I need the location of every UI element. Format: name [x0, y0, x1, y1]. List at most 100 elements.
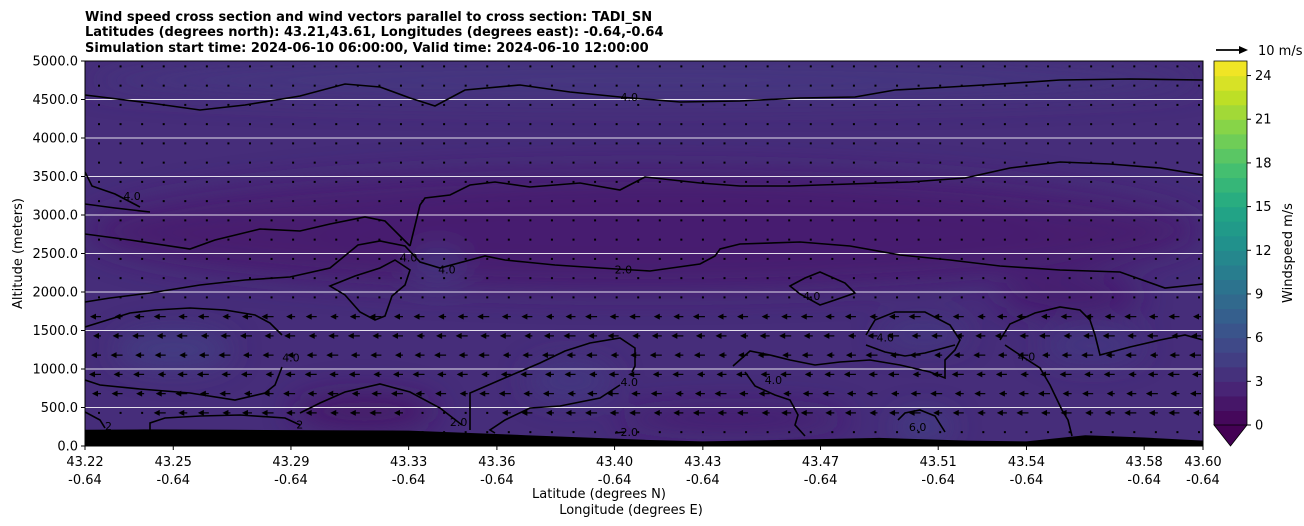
- wind-vector-arrowhead: [565, 409, 572, 416]
- wind-vector-dot: [572, 431, 575, 434]
- wind-vector-dot: [335, 142, 338, 145]
- wind-vector-dot: [939, 219, 942, 222]
- wind-vector-dot: [399, 200, 402, 203]
- wind-vector-arrowhead: [498, 390, 505, 397]
- wind-vector-arrowhead: [437, 371, 444, 378]
- wind-vector-arrowhead: [413, 313, 420, 320]
- contour-label: 4.0: [877, 331, 895, 344]
- wind-vector-dot: [313, 142, 316, 145]
- wind-vector-dot: [680, 219, 683, 222]
- wind-vector-arrowhead: [390, 390, 397, 397]
- wind-vector-dot: [1154, 277, 1157, 280]
- wind-vector-arrowhead: [200, 332, 207, 339]
- wind-vector-dot: [745, 219, 748, 222]
- wind-vector-dot: [486, 161, 489, 164]
- wind-vector-arrowhead: [154, 352, 161, 359]
- wind-vector-dot: [809, 161, 812, 164]
- wind-vector-dot: [399, 65, 402, 68]
- wind-vector-dot: [1025, 103, 1028, 106]
- wind-vector-dot: [615, 123, 618, 126]
- wind-vector-dot: [939, 431, 942, 434]
- contour-lines: [85, 78, 1203, 437]
- wind-vector-arrowhead: [481, 371, 488, 378]
- wind-vector-dot: [98, 200, 100, 203]
- wind-vector-dot: [292, 296, 295, 299]
- wind-vector-arrowhead: [1146, 332, 1153, 339]
- wind-vector-dot: [141, 123, 144, 126]
- wind-vector-arrowhead: [457, 313, 464, 320]
- wind-vector-arrowhead: [564, 371, 571, 378]
- wind-vector-dot: [464, 411, 467, 414]
- wind-vector-dot: [1090, 257, 1093, 260]
- contour-line: [488, 384, 621, 434]
- wind-vector-dot: [723, 180, 726, 183]
- y-tick-label: 2000.0: [33, 286, 79, 301]
- wind-vector-dot: [809, 65, 812, 68]
- wind-vector-dot: [184, 257, 187, 260]
- wind-vector-dot: [1133, 180, 1136, 183]
- wind-vector-arrowhead: [241, 409, 248, 416]
- wind-vector-dot: [960, 257, 963, 260]
- wind-vector-arrowhead: [197, 409, 204, 416]
- wind-vector-dot: [443, 200, 446, 203]
- wind-vector-dot: [874, 219, 877, 222]
- wind-vector-arrowhead: [803, 332, 810, 339]
- wind-vector-dot: [248, 296, 251, 299]
- wind-vector-arrowhead: [1085, 409, 1092, 416]
- wind-vector-dot: [852, 142, 855, 145]
- wind-vector-dot: [98, 277, 100, 280]
- wind-vector-dot: [701, 257, 704, 260]
- wind-vector-arrowhead: [284, 332, 291, 339]
- wind-vector-dot: [550, 219, 553, 222]
- wind-vector-dot: [982, 161, 985, 164]
- wind-vector-arrowhead: [758, 390, 765, 397]
- wind-vector-arrowhead: [801, 352, 808, 359]
- wind-vector-arrowhead: [541, 352, 548, 359]
- wind-vector-dot: [831, 200, 834, 203]
- contour-line: [865, 344, 956, 357]
- wind-vector-arrowhead: [477, 313, 484, 320]
- wind-vector-arrowhead: [500, 371, 507, 378]
- colorbar-tick-label: 21: [1255, 113, 1272, 128]
- wind-vector-arrowhead: [1105, 352, 1112, 359]
- contour-label: 2: [296, 418, 303, 431]
- wind-vector-dot: [852, 431, 855, 434]
- colorbar-band: [1214, 221, 1247, 237]
- wind-vector-dot: [486, 238, 489, 241]
- wind-vector-arrowhead: [973, 352, 980, 359]
- wind-vector-dot: [939, 257, 942, 260]
- wind-vector-dot: [723, 142, 726, 145]
- colorbar-band: [1214, 337, 1247, 353]
- wind-vector-arrowhead: [869, 409, 876, 416]
- wind-vector-arrowhead: [93, 332, 99, 339]
- wind-vector-dot: [831, 123, 834, 126]
- wind-vector-dot: [205, 123, 208, 126]
- wind-vector-dot: [572, 142, 575, 145]
- wind-vector-dot: [1111, 84, 1114, 87]
- chart-title: Wind speed cross section and wind vector…: [85, 10, 664, 56]
- wind-vector-arrowhead: [846, 390, 853, 397]
- wind-vector-dot: [184, 219, 187, 222]
- colorbar-band: [1214, 410, 1247, 426]
- wind-vector-dot: [917, 277, 920, 280]
- wind-vector-dot: [507, 84, 510, 87]
- wind-vector-dot: [896, 431, 899, 434]
- wind-vector-arrowhead: [998, 390, 1005, 397]
- wind-vector-dot: [982, 431, 985, 434]
- wind-vector-dot: [378, 277, 381, 280]
- wind-vector-arrowhead: [153, 409, 160, 416]
- wind-vector-dot: [1068, 84, 1071, 87]
- wind-vector-arrowhead: [89, 371, 95, 378]
- wind-vector-dot: [464, 142, 467, 145]
- wind-vector-dot: [615, 431, 618, 434]
- wind-vector-dot: [270, 257, 273, 260]
- wind-vector-arrowhead: [1171, 332, 1178, 339]
- wind-vector-dot: [1047, 180, 1050, 183]
- wind-vector-arrowhead: [369, 409, 376, 416]
- wind-vector-dot: [98, 103, 100, 106]
- wind-vector-arrowhead: [328, 332, 335, 339]
- wind-vector-dot: [809, 238, 812, 241]
- wind-vector-dot: [594, 257, 597, 260]
- wind-vector-dot: [507, 257, 510, 260]
- wind-vector-dot: [529, 257, 532, 260]
